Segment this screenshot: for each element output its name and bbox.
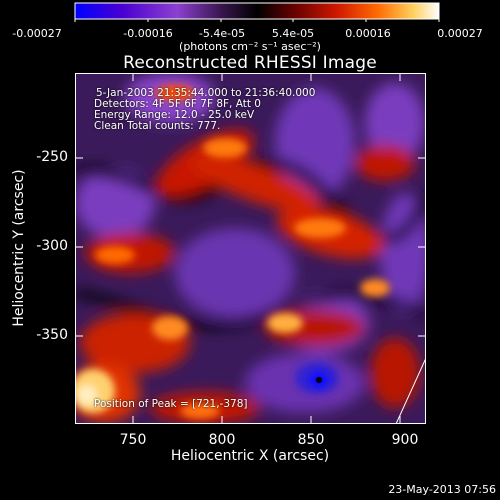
colorbar-tick-label: 5.4e-05	[271, 27, 315, 40]
minimum-marker	[316, 377, 322, 383]
plot-frame	[75, 73, 426, 424]
x-tick-label: 850	[297, 432, 325, 448]
flux-peaks	[75, 85, 390, 419]
colorbar-ticks	[74, 19, 440, 22]
colorbar	[74, 2, 440, 22]
flux-map	[75, 73, 426, 424]
axis-ticks	[75, 73, 426, 424]
y-tick-label: -300	[36, 238, 68, 254]
detectors-text: Detectors: 4F 5F 6F 7F 8F, Att 0	[94, 98, 261, 110]
colorbar-tick-label: 0.00027	[437, 27, 483, 40]
y-axis-label: Heliocentric Y (arcsec)	[11, 169, 27, 327]
colorbar-tick-label: -0.00016	[123, 27, 173, 40]
peak-position-text: Position of Peak = [721,-378]	[94, 398, 248, 410]
plot-title: Reconstructed RHESSI Image	[123, 53, 377, 73]
energy-range-text: Energy Range: 12.0 - 25.0 keV	[94, 109, 255, 121]
limb-line	[395, 357, 426, 424]
x-tick-label: 900	[391, 432, 419, 448]
clean-counts-text: Clean Total counts: 777.	[94, 120, 221, 132]
y-tick-label: -350	[36, 327, 68, 343]
image-plot	[75, 73, 426, 424]
colorbar-units: (photons cm⁻² s⁻¹ asec⁻²)	[179, 40, 321, 53]
colorbar-tick-label: 0.00016	[345, 27, 391, 40]
colorbar-tick-label: -5.4e-05	[198, 27, 246, 40]
x-axis-label: Heliocentric X (arcsec)	[170, 448, 330, 464]
x-tick-label: 800	[208, 432, 236, 448]
x-tick-label: 750	[119, 432, 147, 448]
colorbar-tick-label: -0.00027	[12, 27, 62, 40]
time-range-text: 5-Jan-2003 21:35:44.000 to 21:36:40.000	[96, 87, 316, 99]
colorbar-gradient	[74, 2, 440, 20]
y-tick-label: -250	[36, 149, 68, 165]
footer-date: 23-May-2013 07:56	[388, 483, 496, 496]
